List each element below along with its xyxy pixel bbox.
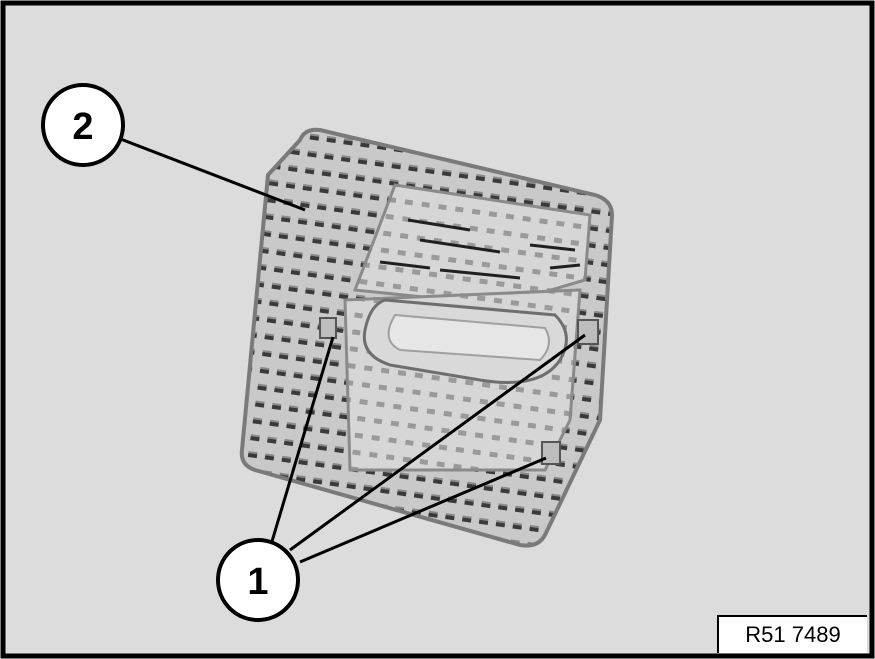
grille-panel: [239, 127, 615, 548]
clip-right-upper: [577, 319, 599, 345]
leader-lines: [117, 136, 586, 564]
leader-1c: [299, 456, 547, 564]
callout-label: 1: [247, 561, 268, 603]
callout-circle: [216, 538, 300, 622]
clip-right-lower: [541, 441, 561, 465]
callout-circle: [41, 83, 125, 167]
leader-2: [117, 136, 306, 212]
reference-code: R51 7489: [717, 615, 867, 653]
leader-1b: [289, 333, 586, 552]
clip-left: [319, 317, 337, 339]
marking-lines: [379, 218, 581, 280]
callout-1: 1: [216, 538, 300, 622]
callout-label: 2: [72, 106, 93, 148]
leader-1a: [268, 336, 335, 549]
callout-2: 2: [41, 83, 125, 167]
opening-inner: [387, 313, 550, 362]
